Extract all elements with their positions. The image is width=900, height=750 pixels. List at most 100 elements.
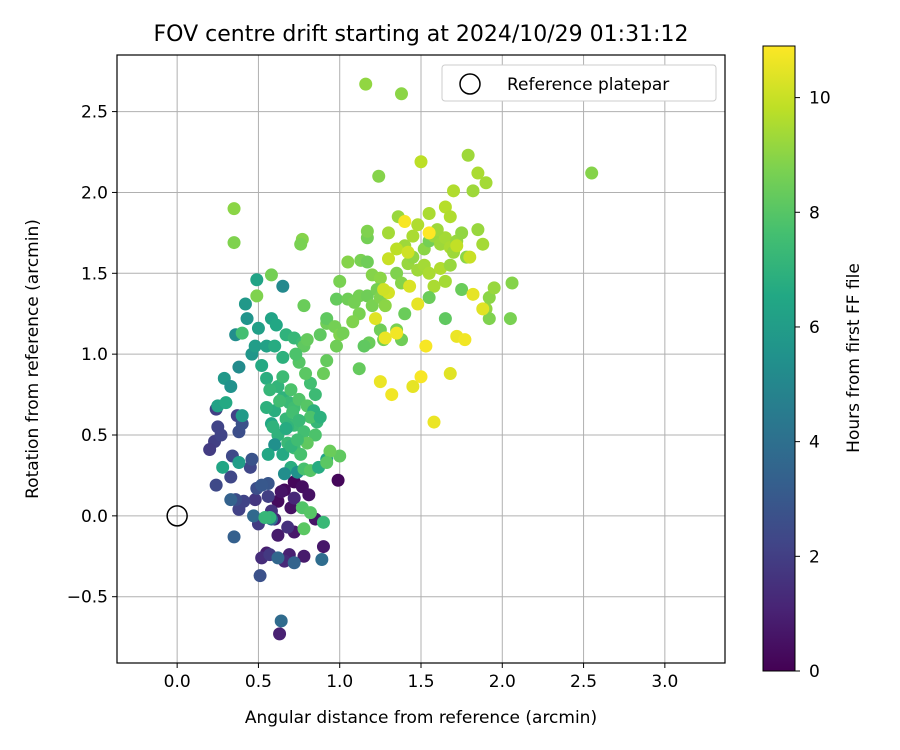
data-point	[372, 169, 386, 183]
data-point	[235, 326, 249, 340]
data-point	[385, 388, 399, 402]
data-point	[273, 627, 287, 641]
data-point	[398, 215, 412, 229]
data-point	[227, 236, 241, 250]
x-tick-label: 0.5	[245, 672, 272, 692]
data-point	[313, 328, 327, 342]
data-point	[471, 223, 485, 237]
colorbar-tick-label: 8	[809, 203, 820, 223]
data-point	[224, 470, 238, 484]
data-point	[503, 312, 517, 326]
x-tick-label: 2.5	[570, 672, 597, 692]
data-point	[461, 148, 475, 162]
data-point	[263, 383, 277, 397]
y-axis-label: Rotation from reference (arcmin)	[23, 219, 43, 499]
data-point	[261, 489, 275, 503]
data-point	[406, 229, 420, 243]
data-point	[245, 452, 259, 466]
data-point	[238, 297, 252, 311]
data-point	[227, 202, 241, 216]
data-point	[209, 478, 223, 492]
data-point	[341, 255, 355, 269]
data-point	[308, 428, 322, 442]
data-point	[219, 396, 233, 410]
y-tick-label: 0.5	[81, 426, 108, 446]
data-point	[274, 485, 288, 499]
data-point	[458, 333, 472, 347]
data-point	[331, 473, 345, 487]
legend-reference-marker	[459, 73, 481, 95]
data-point	[281, 520, 295, 534]
data-point	[250, 289, 264, 303]
data-point	[455, 226, 469, 240]
data-point	[346, 315, 360, 329]
data-point	[279, 422, 293, 436]
data-point	[482, 291, 496, 305]
y-tick-label: 2.0	[81, 183, 108, 203]
data-point	[414, 370, 428, 384]
data-point	[381, 226, 395, 240]
data-point	[235, 409, 249, 423]
data-point	[411, 218, 425, 232]
data-point	[414, 155, 428, 169]
data-point	[378, 331, 392, 345]
colorbar-tick-label: 2	[809, 547, 820, 567]
data-point	[390, 266, 404, 280]
data-point	[277, 467, 291, 481]
y-tick-label: −0.5	[67, 588, 108, 608]
data-point	[313, 410, 327, 424]
data-point	[357, 339, 371, 353]
data-point	[297, 299, 311, 313]
data-point	[268, 339, 282, 353]
data-point	[224, 379, 238, 393]
data-point	[248, 493, 262, 507]
data-point	[258, 510, 272, 524]
data-point	[365, 299, 379, 313]
reference-platepar-marker	[166, 505, 188, 527]
data-point	[443, 210, 457, 224]
data-point	[302, 488, 316, 502]
data-point	[203, 443, 217, 457]
x-tick-label: 1.0	[326, 672, 353, 692]
data-point	[403, 279, 417, 293]
data-point	[232, 455, 246, 469]
x-tick-label: 3.0	[651, 672, 678, 692]
data-point	[290, 433, 304, 447]
data-point	[287, 491, 301, 505]
data-point	[292, 413, 306, 427]
data-point	[214, 428, 228, 442]
data-point	[443, 258, 457, 272]
data-point	[438, 312, 452, 326]
data-point	[401, 245, 415, 259]
x-axis-ticks: 0.0 0.5 1.0 1.5 2.0 2.5 3.0	[164, 663, 678, 692]
data-point	[320, 455, 334, 469]
data-point	[471, 166, 485, 180]
data-point	[299, 367, 313, 381]
chart-title: FOV centre drift starting at 2024/10/29 …	[154, 22, 689, 47]
data-point	[398, 307, 412, 321]
scatter-points	[203, 77, 599, 641]
data-point	[316, 515, 330, 529]
colorbar-ticks: 0 2 4 6 8 10	[795, 89, 831, 682]
data-point	[320, 312, 334, 326]
data-point	[261, 447, 275, 461]
data-point	[466, 184, 480, 198]
data-point	[438, 200, 452, 214]
legend-reference-label: Reference platepar	[507, 75, 669, 95]
data-point	[466, 287, 480, 301]
data-point	[308, 388, 322, 402]
grid-lines	[117, 55, 725, 663]
data-point	[240, 312, 254, 326]
data-point	[505, 276, 519, 290]
data-point	[248, 339, 262, 353]
data-point	[271, 551, 285, 565]
y-tick-label: 1.0	[81, 345, 108, 365]
colorbar-label: Hours from first FF file	[844, 263, 864, 453]
data-point	[268, 438, 282, 452]
data-point	[427, 415, 441, 429]
data-point	[276, 370, 290, 384]
data-point	[443, 367, 457, 381]
data-point	[289, 347, 303, 361]
x-tick-label: 1.5	[407, 672, 434, 692]
